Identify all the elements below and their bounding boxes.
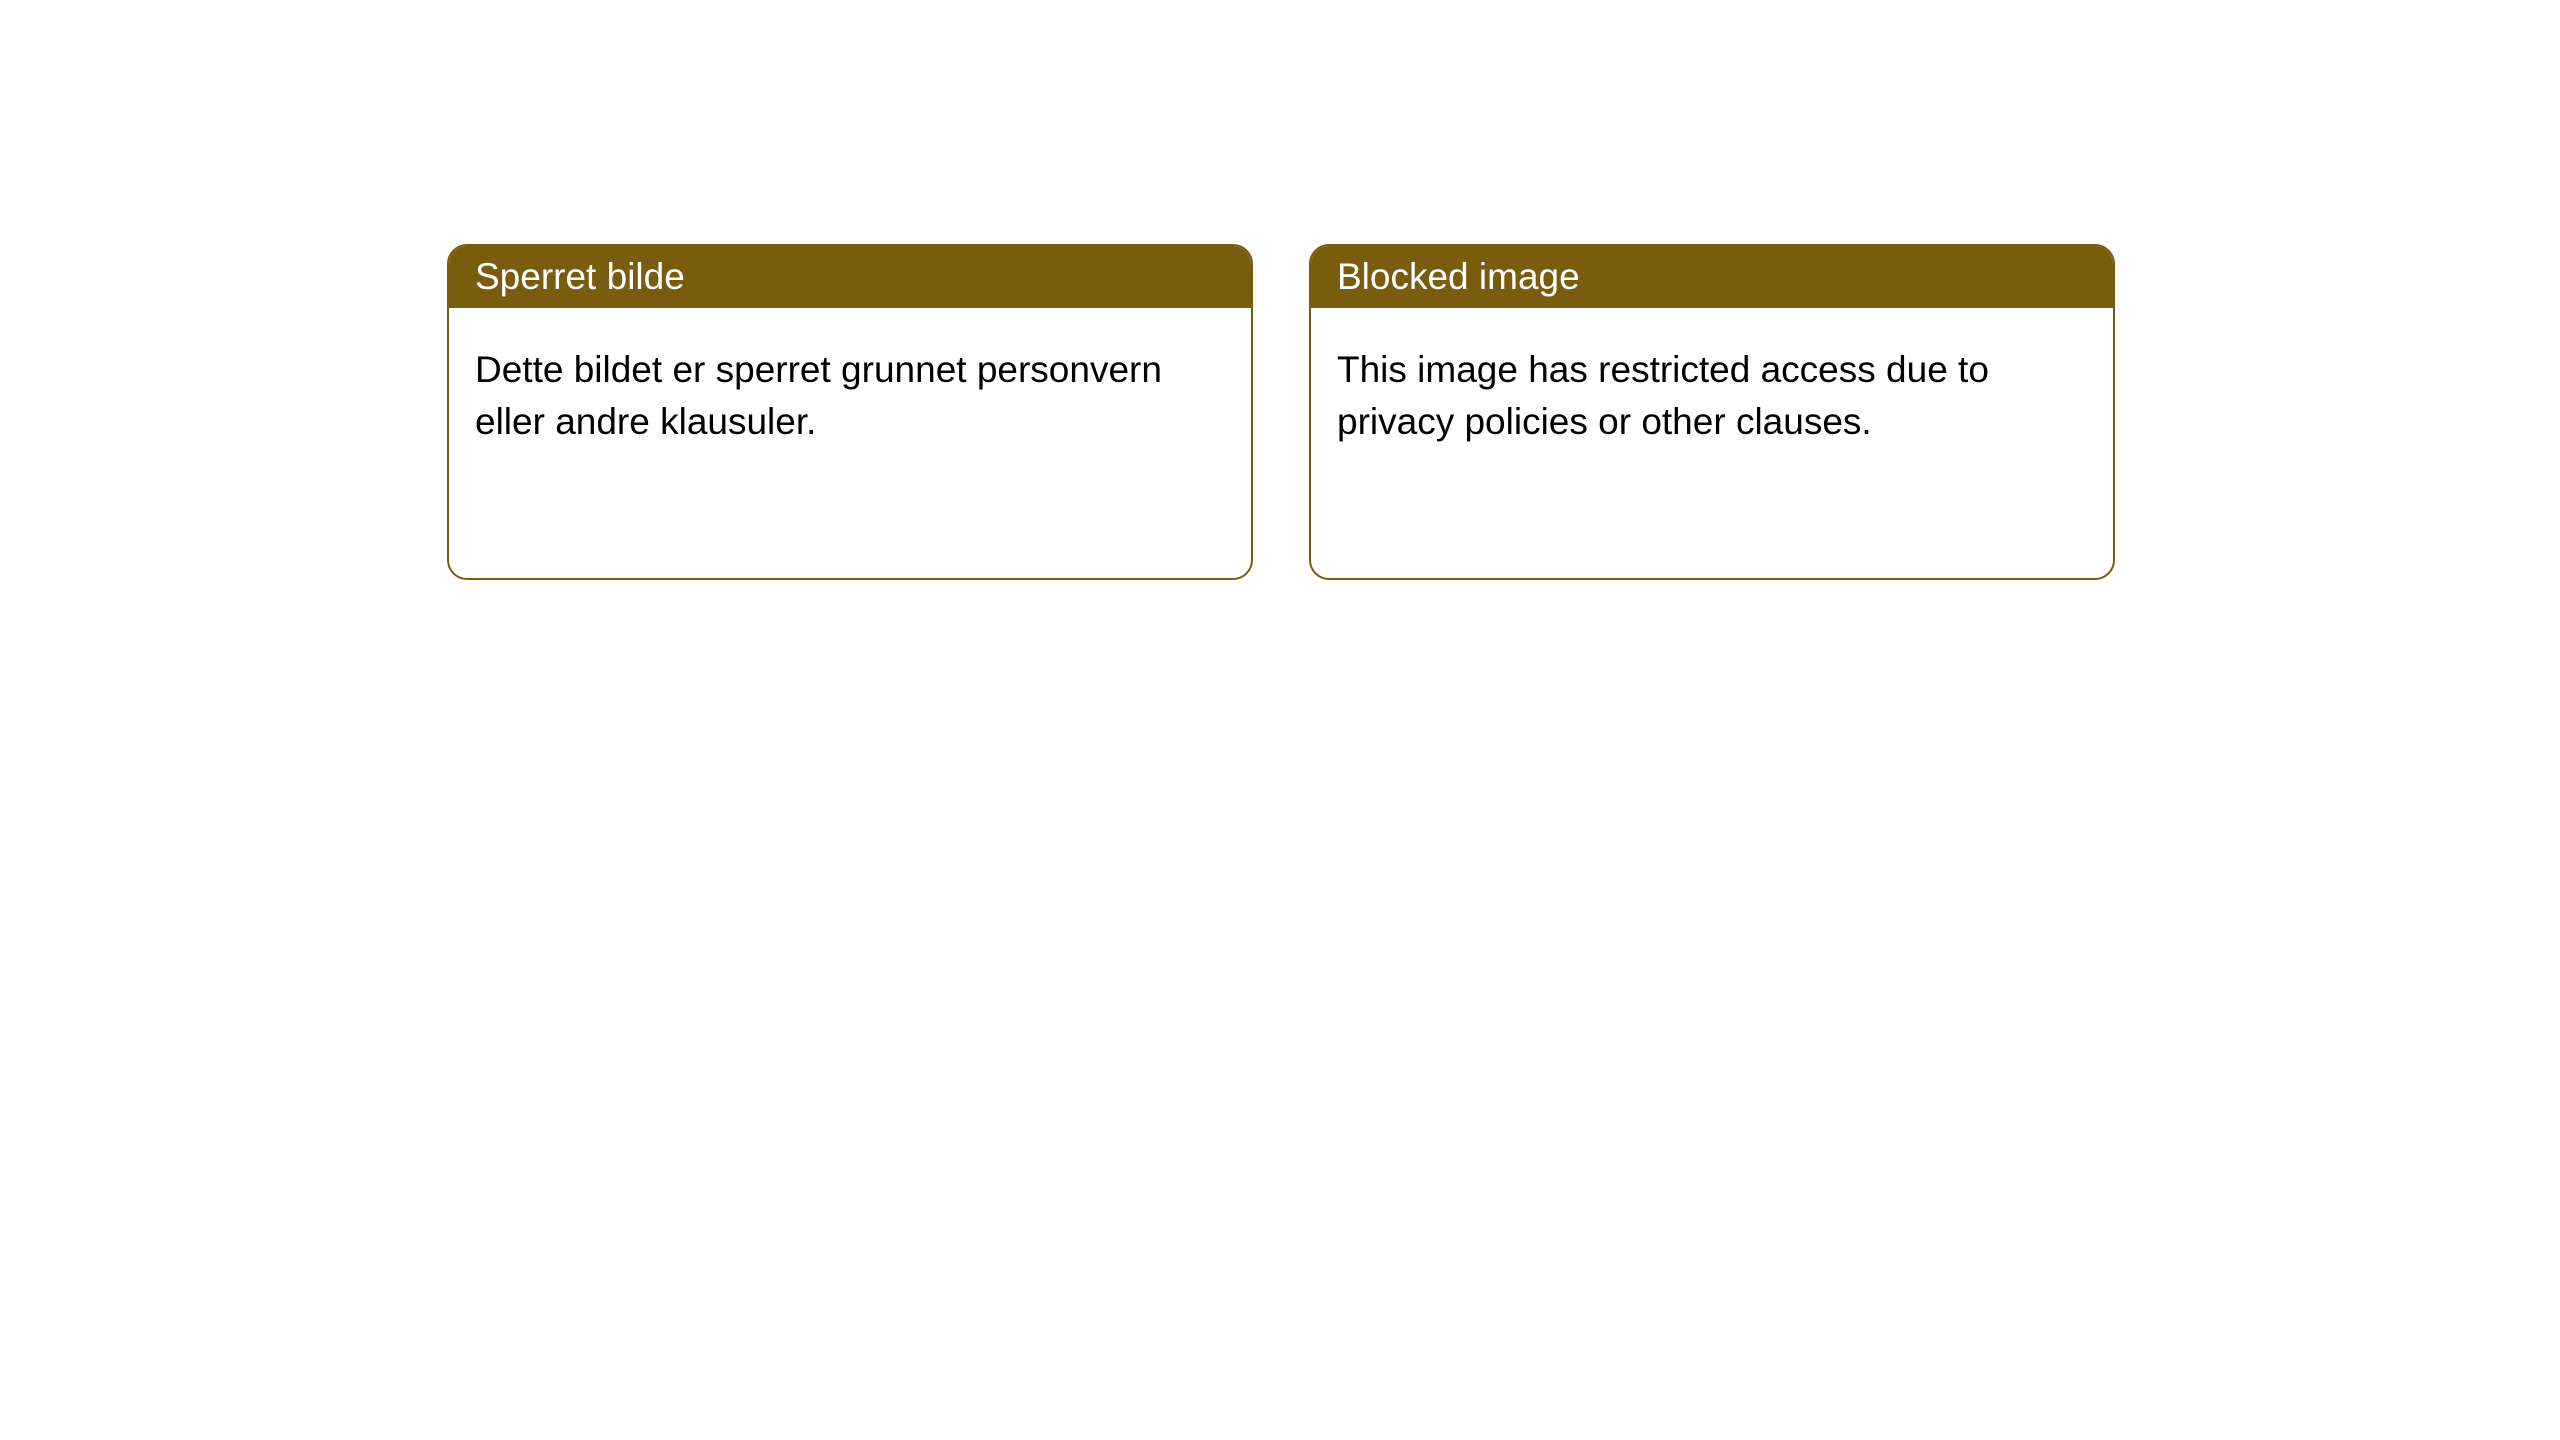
card-header-en: Blocked image [1311, 246, 2113, 308]
notice-container: Sperret bilde Dette bildet er sperret gr… [0, 0, 2560, 580]
card-body-en: This image has restricted access due to … [1311, 308, 2113, 484]
blocked-image-card-en: Blocked image This image has restricted … [1309, 244, 2115, 580]
blocked-image-card-no: Sperret bilde Dette bildet er sperret gr… [447, 244, 1253, 580]
card-body-no: Dette bildet er sperret grunnet personve… [449, 308, 1251, 484]
card-header-no: Sperret bilde [449, 246, 1251, 308]
